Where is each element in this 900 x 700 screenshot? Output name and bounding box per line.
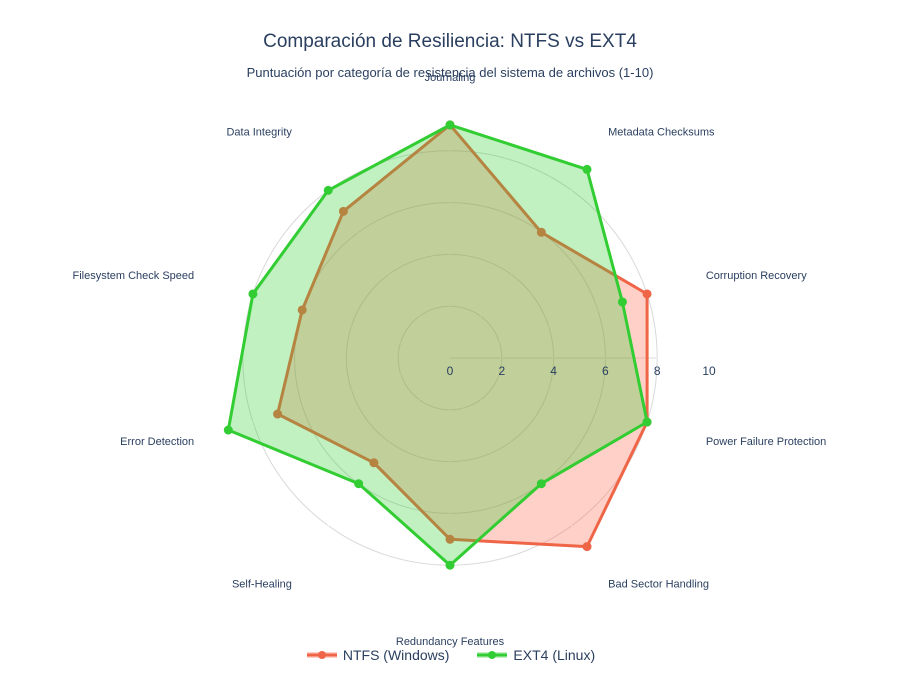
grid-spoke <box>449 148 603 359</box>
chart-subtitle: Puntuación por categoría de resistencia … <box>246 65 654 80</box>
series-0-point-1 <box>536 227 546 237</box>
series-1-point-4 <box>536 479 546 489</box>
series-1-point-1 <box>582 164 592 174</box>
series-0-point-7 <box>273 409 283 419</box>
series-1-point-6 <box>354 479 364 489</box>
category-label: Bad Sector Handling <box>608 579 709 591</box>
series-0-point-6 <box>369 458 379 468</box>
series-0-point-8 <box>297 305 307 315</box>
category-label: Corruption Recovery <box>706 270 807 282</box>
category-label: Error Detection <box>120 436 194 448</box>
legend: NTFS (Windows) EXT4 (Linux) <box>0 646 900 664</box>
category-label: Self-Healing <box>232 579 292 591</box>
radial-tick-label: 8 <box>654 364 661 378</box>
series-1-point-8 <box>248 289 258 299</box>
grid-spoke <box>449 357 697 439</box>
grid-spoke <box>297 148 451 359</box>
series-1-point-0 <box>445 120 455 130</box>
radial-tick-label: 4 <box>550 364 557 378</box>
category-label: Journaling <box>425 72 476 84</box>
grid-spoke <box>449 357 603 568</box>
legend-swatch-ntfs <box>306 651 337 659</box>
series-1-point-2 <box>617 297 627 307</box>
grid-spoke <box>203 277 451 359</box>
series-1-point-3 <box>642 417 652 427</box>
series-0-point-5 <box>445 534 455 544</box>
legend-label-ext4: EXT4 (Linux) <box>513 647 596 663</box>
category-label: Data Integrity <box>226 126 292 138</box>
series-0-point-9 <box>338 206 348 216</box>
radial-tick-label: 6 <box>602 364 609 378</box>
radial-tick-label: 0 <box>447 364 454 378</box>
series-1-point-7 <box>223 425 233 435</box>
series-0-point-2 <box>642 289 652 299</box>
series-1-point-5 <box>445 560 455 570</box>
legend-item-ntfs[interactable]: NTFS (Windows) <box>305 646 450 664</box>
series-1-point-9 <box>323 185 333 195</box>
grid-spoke <box>203 357 451 439</box>
category-label: Power Failure Protection <box>706 436 826 448</box>
chart-title: Comparación de Resiliencia: NTFS vs EXT4 <box>263 31 637 52</box>
legend-swatch-ext4 <box>477 651 508 659</box>
category-label: Metadata Checksums <box>608 126 715 138</box>
radial-tick-label: 2 <box>498 364 505 378</box>
category-label: Redundancy Features <box>396 636 505 648</box>
radial-tick-label: 10 <box>702 364 716 378</box>
grid-spoke <box>449 277 697 359</box>
legend-item-ext4[interactable]: EXT4 (Linux) <box>475 646 595 664</box>
series-0-point-4 <box>582 542 592 552</box>
category-label: Filesystem Check Speed <box>72 270 194 282</box>
legend-label-ntfs: NTFS (Windows) <box>342 647 450 663</box>
